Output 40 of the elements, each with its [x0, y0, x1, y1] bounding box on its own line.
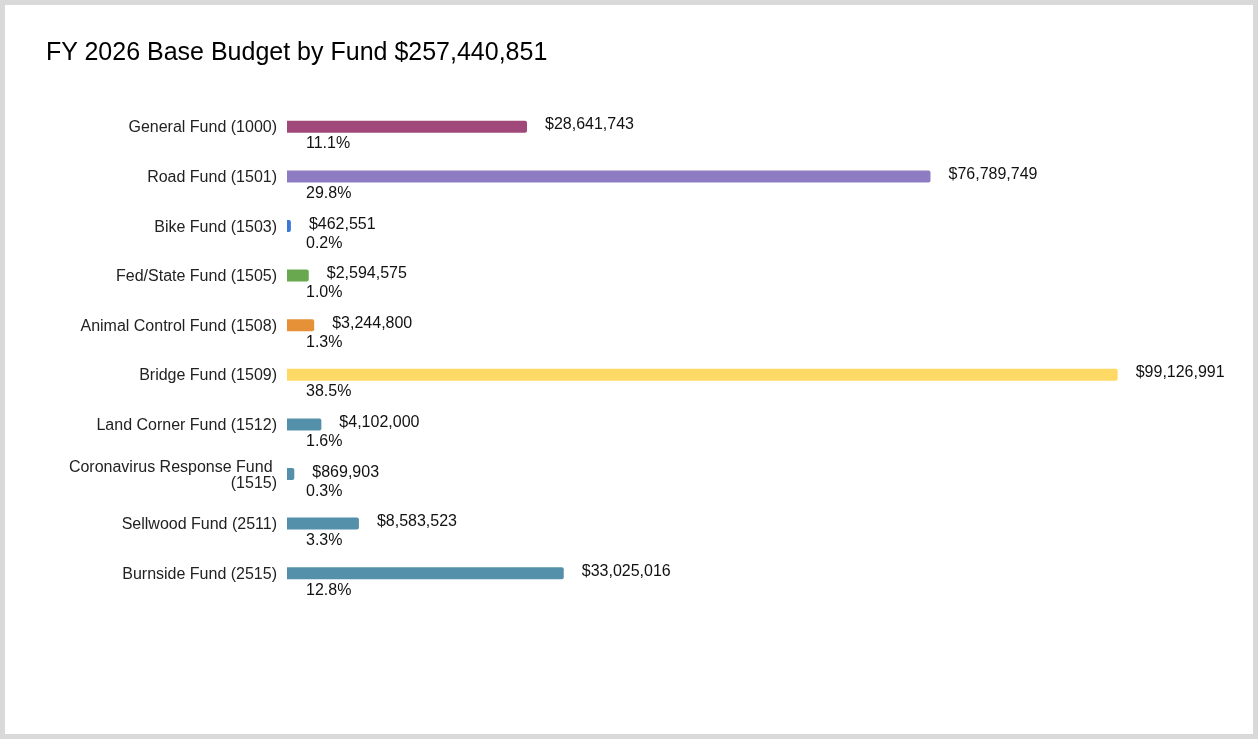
bar — [287, 170, 931, 183]
bar — [287, 418, 322, 431]
bar — [287, 120, 528, 133]
data-label: $869,903 — [312, 462, 380, 480]
annotation: 1.3% — [306, 332, 343, 350]
annotation: 29.8% — [306, 183, 352, 201]
y-tick-label: Fed/State Fund (1505) — [116, 267, 277, 285]
y-tick-label: General Fund (1000) — [128, 118, 277, 136]
y-tick-label: Sellwood Fund (2511) — [121, 515, 277, 533]
y-tick-label: Bridge Fund (1509) — [139, 366, 277, 384]
bar — [287, 269, 309, 282]
y-tick-label: Bike Fund (1503) — [154, 217, 277, 235]
y-tick-label: Land Corner Fund (1512) — [96, 415, 277, 433]
data-label: $8,583,523 — [376, 512, 458, 530]
annotation: 1.0% — [306, 283, 343, 301]
chart-title: FY 2026 Base Budget by Fund $257,440,851 — [46, 36, 548, 65]
annotation: 0.2% — [306, 233, 343, 251]
bar — [287, 517, 359, 530]
bar — [287, 319, 315, 332]
annotation: 0.3% — [306, 481, 343, 499]
y-tick-label: Burnside Fund (2515) — [122, 564, 277, 582]
data-label: $76,789,749 — [948, 164, 1038, 182]
y-tick-label: Animal Control Fund (1508) — [80, 316, 277, 334]
data-label: $33,025,016 — [581, 561, 671, 579]
data-label: $3,244,800 — [332, 313, 413, 331]
annotation: 11.1% — [306, 134, 351, 152]
y-tick-label: Coronavirus Response Fund (1515) — [68, 457, 277, 491]
bar — [287, 567, 564, 580]
data-label: $462,551 — [308, 214, 376, 232]
data-label: $99,126,991 — [1135, 363, 1225, 381]
annotation: 1.6% — [306, 431, 343, 449]
annotation: 12.8% — [306, 580, 352, 598]
annotation: 38.5% — [306, 382, 352, 400]
annotation: 3.3% — [306, 531, 343, 549]
data-label: $2,594,575 — [326, 264, 407, 282]
y-tick-label: Road Fund (1501) — [147, 167, 277, 185]
data-label: $4,102,000 — [339, 412, 420, 430]
bar — [287, 468, 295, 480]
bar — [287, 368, 1118, 381]
data-label: $28,641,743 — [545, 115, 635, 133]
